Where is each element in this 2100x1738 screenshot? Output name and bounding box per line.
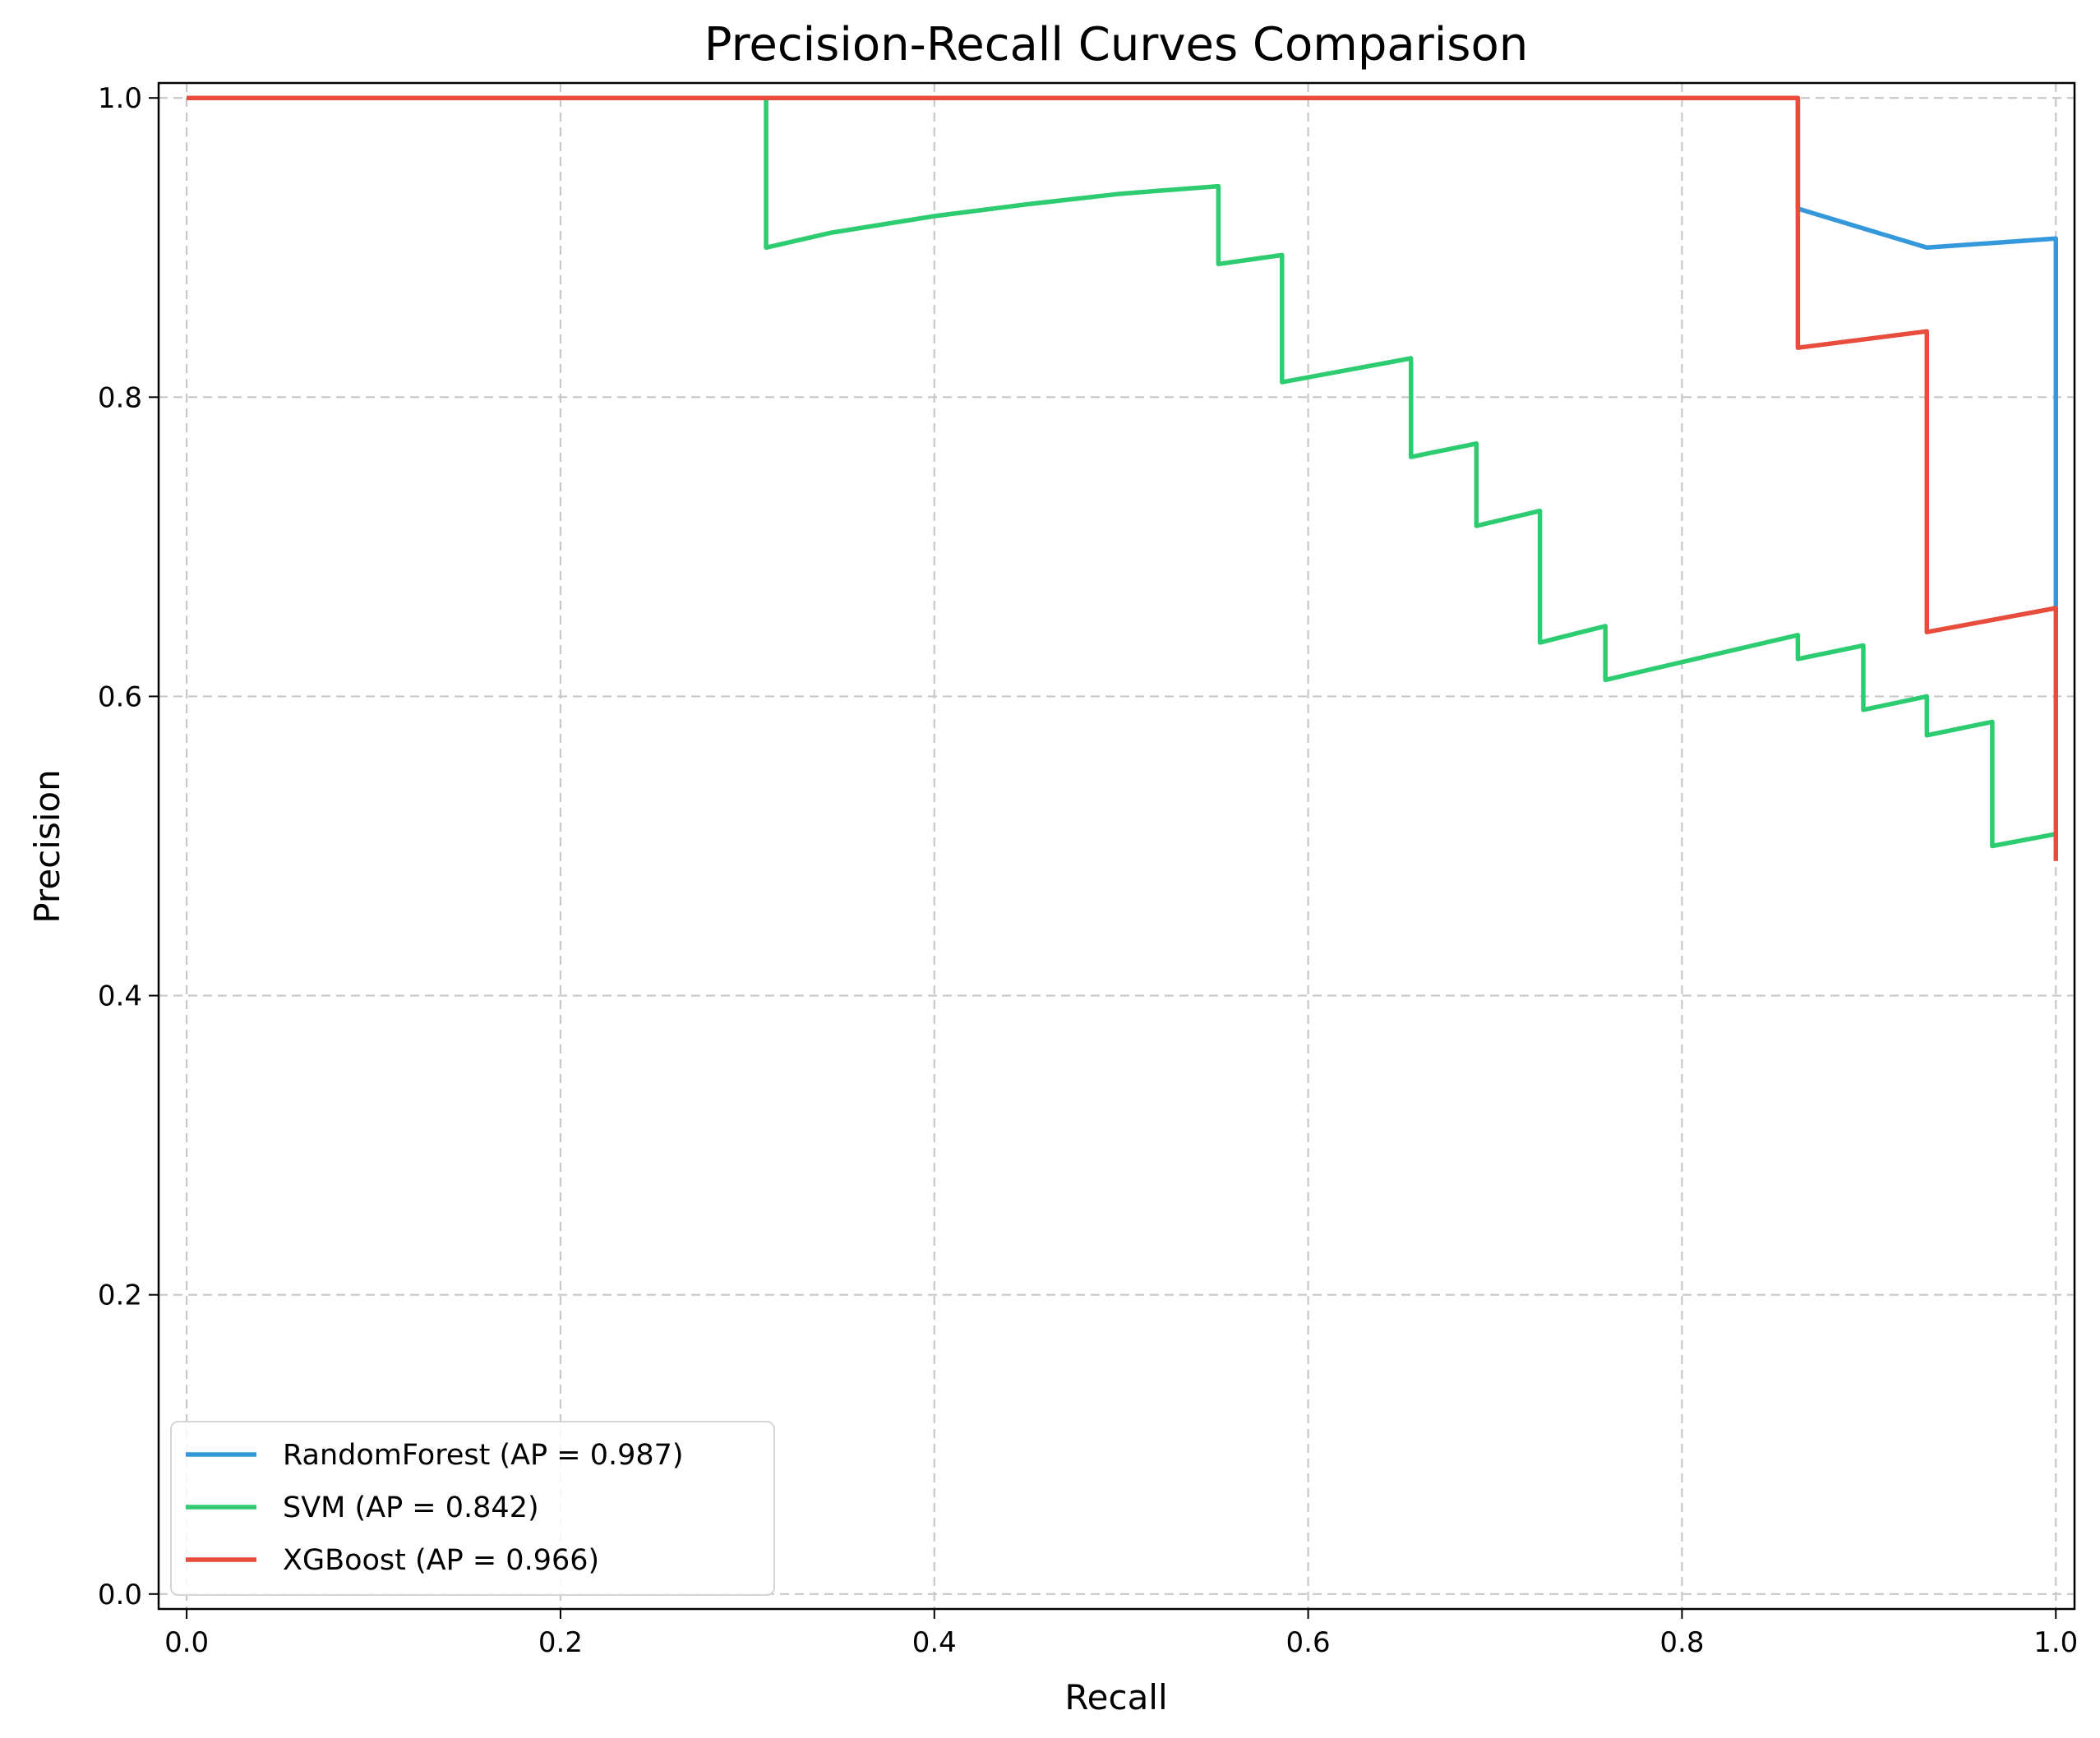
series-line-3 [187,95,2059,861]
grid-lines [159,83,2075,1609]
y-tick-label: 0.0 [98,1579,142,1611]
legend-box [170,1421,775,1596]
legend-label-2: SVM (AP = 0.842) [283,1491,539,1524]
y-tick-label: 0.4 [98,980,142,1013]
x-tick-label: 0.4 [912,1626,957,1659]
x-tick-label: 0.8 [1659,1626,1704,1659]
legend-label-1: RandomForest (AP = 0.987) [283,1439,684,1472]
y-tick-label: 1.0 [98,82,142,115]
x-tick-label: 0.6 [1286,1626,1331,1659]
x-tick-label: 0.2 [538,1626,583,1659]
y-tick-label: 0.2 [98,1279,142,1312]
chart-title: Precision-Recall Curves Comparison [704,18,1528,71]
x-axis-label: Recall [1064,1677,1167,1717]
axis-ticks: 0.0 0.2 0.4 0.6 0.8 1.0 0.0 0.2 0.4 0.6 0.8 1.0 [98,82,2078,1659]
y-tick-label: 0.8 [98,381,142,414]
y-tick-label: 0.6 [98,680,142,713]
series-line-1 [187,95,2059,607]
series-lines [187,95,2059,861]
x-tick-label: 1.0 [2033,1626,2078,1659]
x-tick-label: 0.0 [164,1626,209,1659]
y-axis-label: Precision [27,769,67,923]
legend: RandomForest (AP = 0.987) SVM (AP = 0.842… [170,1421,775,1596]
plot-frame [157,81,2076,1611]
series-line-2 [187,95,2056,849]
legend-label-3: XGBoost (AP = 0.966) [283,1544,599,1577]
